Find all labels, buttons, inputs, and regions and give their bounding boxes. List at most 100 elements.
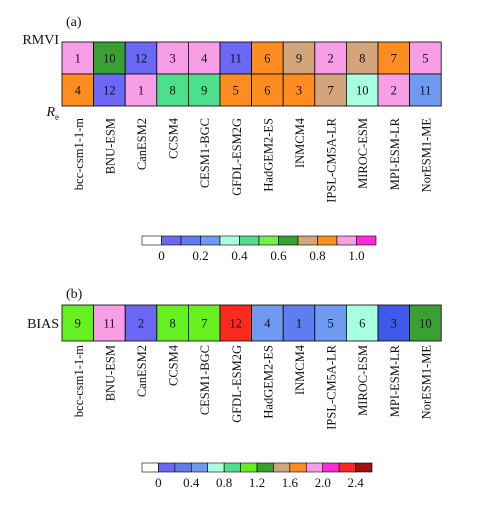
panel-b-model-label-canesm2: CanESM2 (135, 345, 149, 397)
panel-a-colorbar-swatch-2 (161, 235, 182, 246)
panel-b-colorbar-swatch-1 (141, 462, 159, 473)
panel-a-colorbar-swatch-9 (297, 235, 318, 246)
panel-b-cell-r1-cesm1-bgc (187, 304, 221, 342)
panel-a-cell-r2-miroc-esm (345, 73, 379, 107)
panel-b-colorbar-swatch-2 (158, 462, 176, 473)
panel-a-cell-r2-gfdl-esm2g (219, 73, 253, 107)
panel-a-rank-label-r2-mpi-esm-lr: 2 (391, 84, 397, 98)
panel-a-rank-label-r1-bnu-esm: 10 (103, 52, 116, 66)
panel-a-model-label-hadgem2-es: HadGEM2-ES (261, 118, 275, 192)
panel-b-cell-r1-canesm2 (124, 304, 158, 342)
panel-a-rank-label-r2-hadgem2-es: 6 (264, 84, 270, 98)
panel-a-model-label-mpi-esm-lr: MPI-ESM-LR (388, 117, 402, 190)
panel-b-colorbar-swatch-3 (174, 462, 192, 473)
panel-a-cell-r2-bcc-csm1-1-m (61, 73, 95, 107)
panel-b-model-label-gfdl-esm2g: GFDL-ESM2G (230, 345, 244, 423)
panel-a-colorbar-swatch-7 (258, 235, 279, 246)
panel-b-cell-r1-noresm1-me (409, 304, 442, 342)
panel-a-cell-r1-inmcm4 (282, 41, 316, 75)
panel-a-colorbar-swatch-10 (317, 235, 338, 246)
panel-a-colorbar-tick-0-8: 0.8 (309, 248, 325, 263)
panel-b-model-label-bcc-csm1-1-m: bcc-csm1-1-m (72, 345, 86, 417)
panel-a-rank-label-r1-bcc-csm1-1-m: 1 (75, 52, 81, 66)
panel-a-cell-r1-bcc-csm1-1-m (61, 41, 95, 75)
panel-b-rank-label-r1-ccsm4: 8 (169, 317, 175, 331)
panel-a-cell-r1-miroc-esm (345, 41, 379, 75)
panel-b-rank-label-r1-bnu-esm: 11 (103, 317, 115, 331)
panel-a-cell-r2-noresm1-me (409, 73, 442, 107)
panel-b-rank-label-r1-gfdl-esm2g: 12 (230, 317, 243, 331)
panel-a-model-label-ccsm4: CCSM4 (167, 117, 181, 159)
panel-b-colorbar-swatch-12 (322, 462, 340, 473)
panel-b-model-label-miroc-esm: MIROC-ESM (356, 345, 370, 416)
panel-a-colorbar-tick-0: 0 (158, 248, 165, 263)
panel-b-colorbar-swatch-10 (289, 462, 307, 473)
panel-b-model-label-hadgem2-es: HadGEM2-ES (261, 345, 275, 419)
panel-a-colorbar-swatch-3 (180, 235, 201, 246)
panel-b-rank-label-r1-inmcm4: 1 (296, 317, 302, 331)
panel-b-colorbar-swatch-5 (207, 462, 225, 473)
panel-b: (b) BIAS 9 11 2 8 7 12 4 1 5 6 3 10 bcc-csm1-1-m BNU-E… (27, 287, 442, 490)
panel-a-cell-r2-ipsl-cm5a-lr (314, 73, 347, 107)
panel-a-label: (a) (66, 15, 82, 30)
panel-a-model-label-cesm1-bgc: CESM1-BGC (198, 118, 212, 188)
panel-b-label: (b) (66, 287, 83, 302)
panel-a-model-label-bnu-esm: BNU-ESM (103, 118, 117, 174)
panel-b-cell-r1-mpi-esm-lr (377, 304, 411, 342)
panel-b-colorbar-swatch-9 (273, 462, 291, 473)
panel-a-colorbar-swatch-12 (356, 235, 377, 246)
panel-b-rank-label-r1-cesm1-bgc: 7 (201, 317, 207, 331)
panel-a-model-label-canesm2: CanESM2 (135, 118, 149, 170)
panel-a-colorbar-swatch-5 (219, 235, 240, 246)
panel-a-rank-label-r1-inmcm4: 9 (296, 52, 302, 66)
panel-a-cell-r2-cesm1-bgc (187, 73, 221, 107)
panel-a-cell-r2-bnu-esm (93, 73, 126, 107)
panel-b-colorbar-tick-2-4: 2.4 (347, 475, 364, 490)
panel-b-colorbar-swatch-14 (355, 462, 373, 473)
panel-a-rank-label-r2-bnu-esm: 12 (103, 84, 116, 98)
panel-b-colorbar-swatch-13 (338, 462, 356, 473)
panel-b-cell-r1-bcc-csm1-1-m (61, 304, 95, 342)
panel-a-rank-label-r2-bcc-csm1-1-m: 4 (75, 84, 82, 98)
panel-b-model-label-cesm1-bgc: CESM1-BGC (198, 345, 212, 415)
panel-b-model-label-inmcm4: INMCM4 (293, 344, 307, 395)
panel-a-model-label-gfdl-esm2g: GFDL-ESM2G (230, 118, 244, 196)
panel-a-rank-label-r1-canesm2: 12 (135, 52, 148, 66)
panel-a-model-label-noresm1-me: NorESM1-ME (419, 118, 433, 193)
panel-b-colorbar-tick-0: 0 (155, 475, 162, 490)
panel-a-colorbar-swatch-4 (200, 235, 221, 246)
panel-b-rank-label-r1-bcc-csm1-1-m: 9 (75, 317, 81, 331)
panel-b-colorbar-tick-0-8: 0.8 (216, 475, 232, 490)
panel-b-colorbar-swatch-6 (223, 462, 241, 473)
panel-a-rank-label-r1-noresm1-me: 5 (422, 52, 428, 66)
panel-a-cell-r1-noresm1-me (409, 41, 442, 75)
panel-a-rank-label-r1-ipsl-cm5a-lr: 2 (327, 52, 333, 66)
panel-b-cell-r1-hadgem2-es (251, 304, 284, 342)
panel-a-rank-label-r1-mpi-esm-lr: 7 (391, 52, 397, 66)
panel-a-rank-label-r2-canesm2: 1 (138, 84, 144, 98)
panel-b-rank-label-r1-hadgem2-es: 4 (264, 317, 271, 331)
panel-b-colorbar-tick-1-2: 1.2 (249, 475, 265, 490)
panel-a-rank-label-r2-ccsm4: 8 (169, 84, 175, 98)
panel-a-cell-r2-hadgem2-es (251, 73, 284, 107)
panel-a-cell-r2-mpi-esm-lr (377, 73, 411, 107)
panel-b-model-label-ccsm4: CCSM4 (167, 344, 181, 386)
panel-b-rank-label-r1-noresm1-me: 10 (419, 317, 432, 331)
panel-a-colorbar-swatch-1 (141, 235, 162, 246)
panel-a-colorbar-tick-0-4: 0.4 (231, 248, 248, 263)
panel-a-colorbar-tick-0-2: 0.2 (192, 248, 208, 263)
panel-a-rank-label-r1-gfdl-esm2g: 11 (230, 52, 242, 66)
panel-a-cell-r2-ccsm4 (156, 73, 189, 107)
panel-a-colorbar-swatch-8 (278, 235, 299, 246)
panel-a-cell-r1-gfdl-esm2g (219, 41, 253, 75)
panel-a-rank-label-r2-cesm1-bgc: 9 (201, 84, 207, 98)
panel-a-cell-r1-bnu-esm (93, 41, 126, 75)
panel-a-model-label-bcc-csm1-1-m: bcc-csm1-1-m (72, 118, 86, 190)
panel-a-rank-label-r2-noresm1-me: 11 (419, 84, 431, 98)
panel-a-rank-label-r2-ipsl-cm5a-lr: 7 (327, 84, 333, 98)
panel-a-colorbar-swatch-11 (336, 235, 357, 246)
panel-a-colorbar-tick-0-6: 0.6 (270, 248, 287, 263)
panel-a-rank-label-r1-ccsm4: 3 (169, 52, 175, 66)
